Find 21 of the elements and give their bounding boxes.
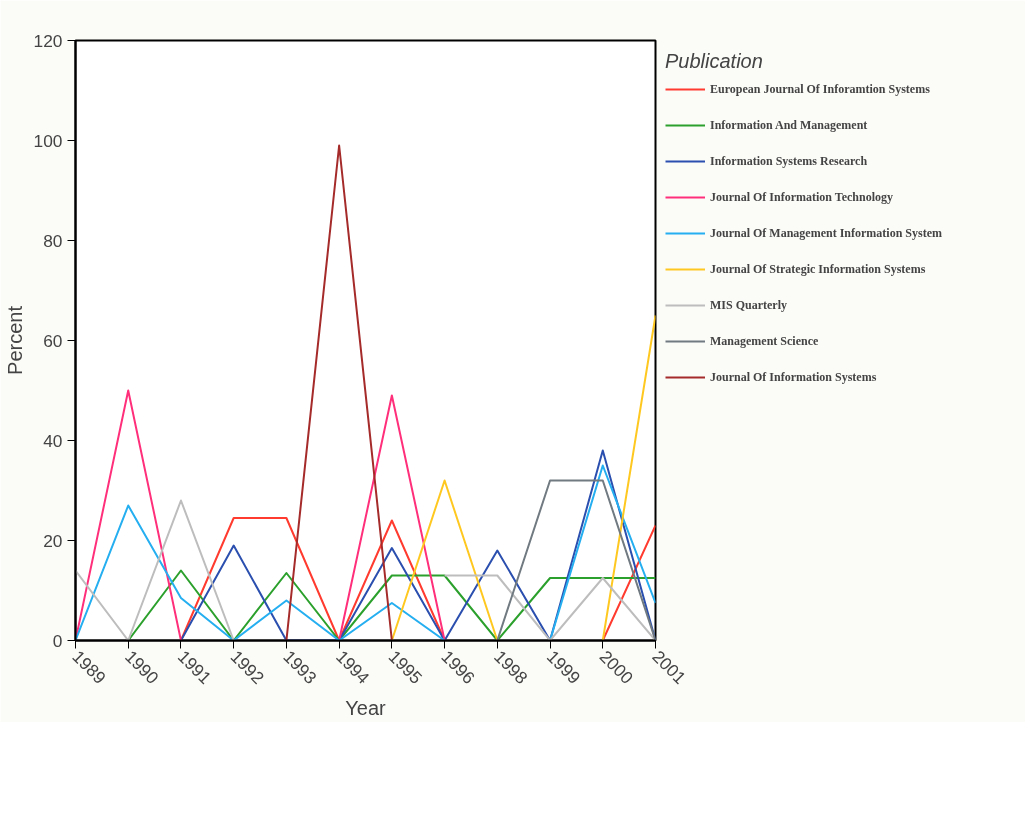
- legend-label: Information Systems Research: [710, 152, 868, 170]
- line-series: [127, 569, 656, 641]
- legend-label: Journal Of Management Information System: [710, 224, 942, 242]
- legend-label: MIS Quarterly: [710, 296, 787, 314]
- y-tick-label: 80: [43, 230, 63, 251]
- x-axis-title: Year: [345, 697, 387, 720]
- legend-label: Management Science: [710, 332, 819, 350]
- y-tick-label: 120: [33, 30, 63, 51]
- legend-label: Journal Of Information Technology: [710, 188, 894, 206]
- y-tick-label: 60: [43, 330, 63, 351]
- legend-label: Information And Management: [710, 116, 868, 134]
- line-series: [179, 449, 656, 641]
- y-tick-label: 40: [43, 430, 63, 451]
- legend-label: Journal Of Strategic Information Systems: [710, 260, 926, 278]
- legend-label: Journal Of Information Systems: [710, 368, 877, 386]
- y-tick-label: 100: [33, 130, 63, 151]
- y-axis-title: Percent: [3, 305, 26, 375]
- legend-title: Publication: [665, 50, 764, 73]
- y-tick-label: 0: [52, 630, 63, 651]
- y-tick-label: 20: [43, 530, 63, 551]
- legend-label: European Journal Of Inforamtion Systems: [710, 80, 930, 98]
